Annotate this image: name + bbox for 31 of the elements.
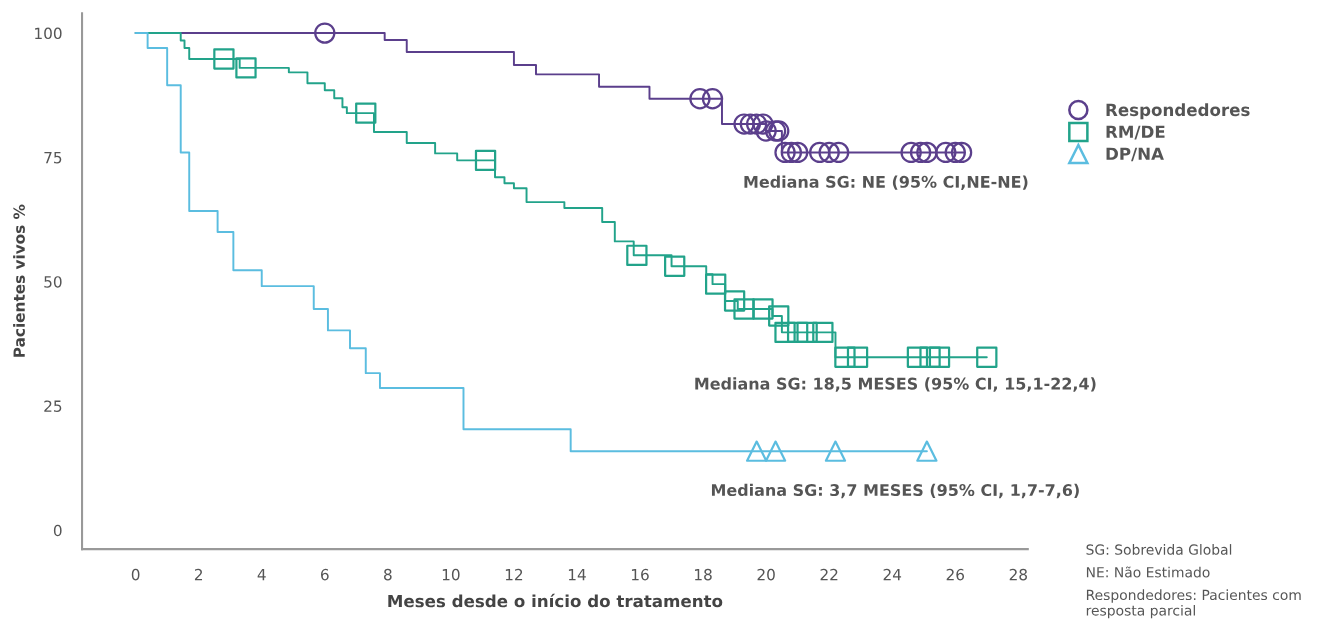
x-tick-label: 12 <box>505 568 523 581</box>
y-tick-label: 100 <box>35 27 62 40</box>
y-tick-label: 50 <box>44 276 62 288</box>
x-axis-title: Meses desde o início do tratamento <box>388 593 723 608</box>
annotation: Mediana SG: 18,5 MESES (95% CI, 15,1-22,4) <box>695 377 1096 392</box>
x-tick-label: 28 <box>1009 568 1027 581</box>
legend-label: Respondedores <box>1106 103 1250 120</box>
y-axis-title: Pacientes vivos % <box>13 204 25 357</box>
text: Respondedores: Pacientes com resposta parcial <box>1086 589 1301 619</box>
text: NE: Não Estimado <box>1086 566 1210 578</box>
annotation: Mediana SG: 3,7 MESES (95% CI, 1,7-7,6) <box>711 483 1079 499</box>
x-tick-label: 24 <box>883 568 902 581</box>
text: SG: Sobrevida Global <box>1086 544 1232 555</box>
y-tick-label: 75 <box>44 152 62 164</box>
x-tick-label: 10 <box>442 568 460 581</box>
annotation: Mediana SG: NE (95% CI,NE-NE) <box>744 175 1028 190</box>
x-tick-label: 20 <box>757 568 775 581</box>
x-tick-label: 22 <box>820 568 838 581</box>
legend-label: DP/NA <box>1106 147 1164 162</box>
x-tick-label: 14 <box>568 569 586 581</box>
x-tick-label: 0 <box>131 568 140 581</box>
x-tick-label: 16 <box>631 568 649 581</box>
legend-label: RM/DE <box>1106 125 1165 140</box>
y-tick-label: 25 <box>44 400 62 412</box>
x-tick-label: 26 <box>946 568 965 581</box>
y-tick-label: 0 <box>53 524 62 537</box>
x-tick-label: 2 <box>194 568 203 581</box>
x-tick-label: 6 <box>320 568 329 581</box>
x-tick-label: 4 <box>257 569 266 581</box>
x-tick-label: 18 <box>695 568 712 581</box>
x-tick-label: 8 <box>384 568 392 581</box>
